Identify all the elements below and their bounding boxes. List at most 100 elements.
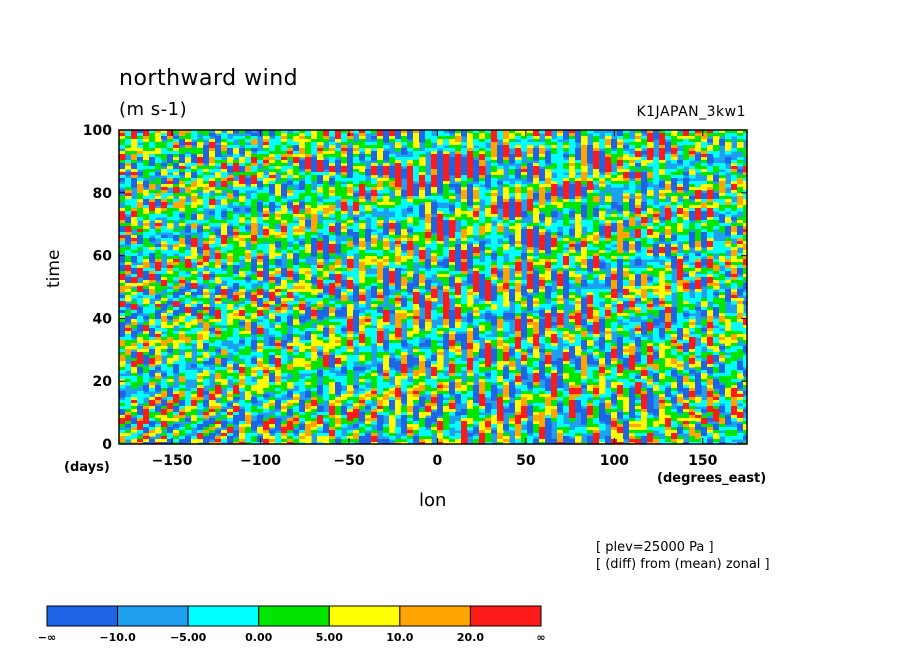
- field-cell: [731, 169, 738, 173]
- field-cell: [185, 205, 192, 209]
- field-cell: [389, 253, 396, 257]
- field-cell: [485, 232, 492, 236]
- field-cell: [743, 265, 747, 269]
- field-cell: [383, 196, 390, 200]
- field-cell: [179, 289, 186, 293]
- field-cell: [461, 223, 468, 227]
- field-cell: [569, 139, 576, 143]
- field-cell: [515, 148, 522, 152]
- field-cell: [473, 289, 480, 293]
- field-cell: [185, 241, 192, 245]
- field-cell: [239, 226, 246, 230]
- field-cell: [431, 268, 438, 272]
- field-cell: [239, 175, 246, 179]
- field-cell: [521, 301, 528, 305]
- field-cell: [413, 232, 420, 236]
- field-cell: [263, 160, 270, 164]
- field-cell: [293, 160, 300, 164]
- field-cell: [251, 238, 258, 242]
- field-cell: [623, 223, 630, 227]
- field-cell: [167, 151, 174, 155]
- field-cell: [311, 223, 318, 227]
- field-cell: [659, 250, 666, 254]
- field-cell: [233, 190, 240, 194]
- field-cell: [341, 241, 348, 245]
- field-cell: [743, 274, 747, 278]
- field-cell: [677, 223, 684, 227]
- field-cell: [221, 256, 228, 260]
- field-cell: [455, 289, 462, 293]
- field-cell: [179, 283, 186, 287]
- field-cell: [197, 295, 204, 299]
- field-cell: [323, 217, 330, 221]
- field-cell: [347, 175, 354, 179]
- field-cell: [413, 151, 420, 155]
- field-cell: [587, 256, 594, 260]
- field-cell: [143, 232, 150, 236]
- field-cell: [161, 130, 168, 134]
- field-cell: [713, 202, 720, 206]
- field-cell: [497, 220, 504, 224]
- field-cell: [491, 163, 498, 167]
- field-cell: [545, 157, 552, 161]
- field-cell: [257, 193, 264, 197]
- field-cell: [455, 274, 462, 278]
- field-cell: [215, 196, 222, 200]
- field-cell: [323, 208, 330, 212]
- field-cell: [149, 259, 156, 263]
- field-cell: [317, 250, 324, 254]
- field-cell: [299, 295, 306, 299]
- field-cell: [647, 247, 654, 251]
- field-cell: [125, 151, 132, 155]
- field-cell: [401, 151, 408, 155]
- field-cell: [455, 214, 462, 218]
- field-cell: [299, 211, 306, 215]
- field-cell: [119, 235, 126, 239]
- field-cell: [389, 283, 396, 287]
- field-cell: [377, 178, 384, 182]
- field-cell: [701, 274, 708, 278]
- field-cell: [197, 262, 204, 266]
- field-cell: [635, 280, 642, 284]
- field-cell: [689, 274, 696, 278]
- field-cell: [269, 175, 276, 179]
- field-cell: [581, 259, 588, 263]
- field-cell: [563, 211, 570, 215]
- field-cell: [221, 160, 228, 164]
- field-cell: [173, 178, 180, 182]
- field-cell: [443, 247, 450, 251]
- field-cell: [395, 238, 402, 242]
- field-cell: [329, 241, 336, 245]
- field-cell: [707, 139, 714, 143]
- field-cell: [527, 289, 534, 293]
- field-cell: [365, 202, 372, 206]
- field-cell: [707, 259, 714, 263]
- field-cell: [521, 298, 528, 302]
- field-cell: [689, 142, 696, 146]
- field-cell: [413, 256, 420, 260]
- field-cell: [659, 280, 666, 284]
- field-cell: [335, 190, 342, 194]
- field-cell: [647, 178, 654, 182]
- field-cell: [515, 235, 522, 239]
- field-cell: [713, 280, 720, 284]
- field-cell: [599, 211, 606, 215]
- field-cell: [203, 250, 210, 254]
- field-cell: [539, 241, 546, 245]
- field-cell: [341, 205, 348, 209]
- field-cell: [227, 142, 234, 146]
- field-cell: [449, 163, 456, 167]
- field-cell: [707, 274, 714, 278]
- field-cell: [179, 136, 186, 140]
- field-cell: [395, 199, 402, 203]
- field-cell: [275, 202, 282, 206]
- field-cell: [647, 130, 654, 134]
- field-cell: [707, 211, 714, 215]
- field-cell: [617, 163, 624, 167]
- field-cell: [485, 217, 492, 221]
- field-cell: [647, 142, 654, 146]
- field-cell: [221, 178, 228, 182]
- field-cell: [695, 253, 702, 257]
- field-cell: [191, 223, 198, 227]
- field-cell: [629, 175, 636, 179]
